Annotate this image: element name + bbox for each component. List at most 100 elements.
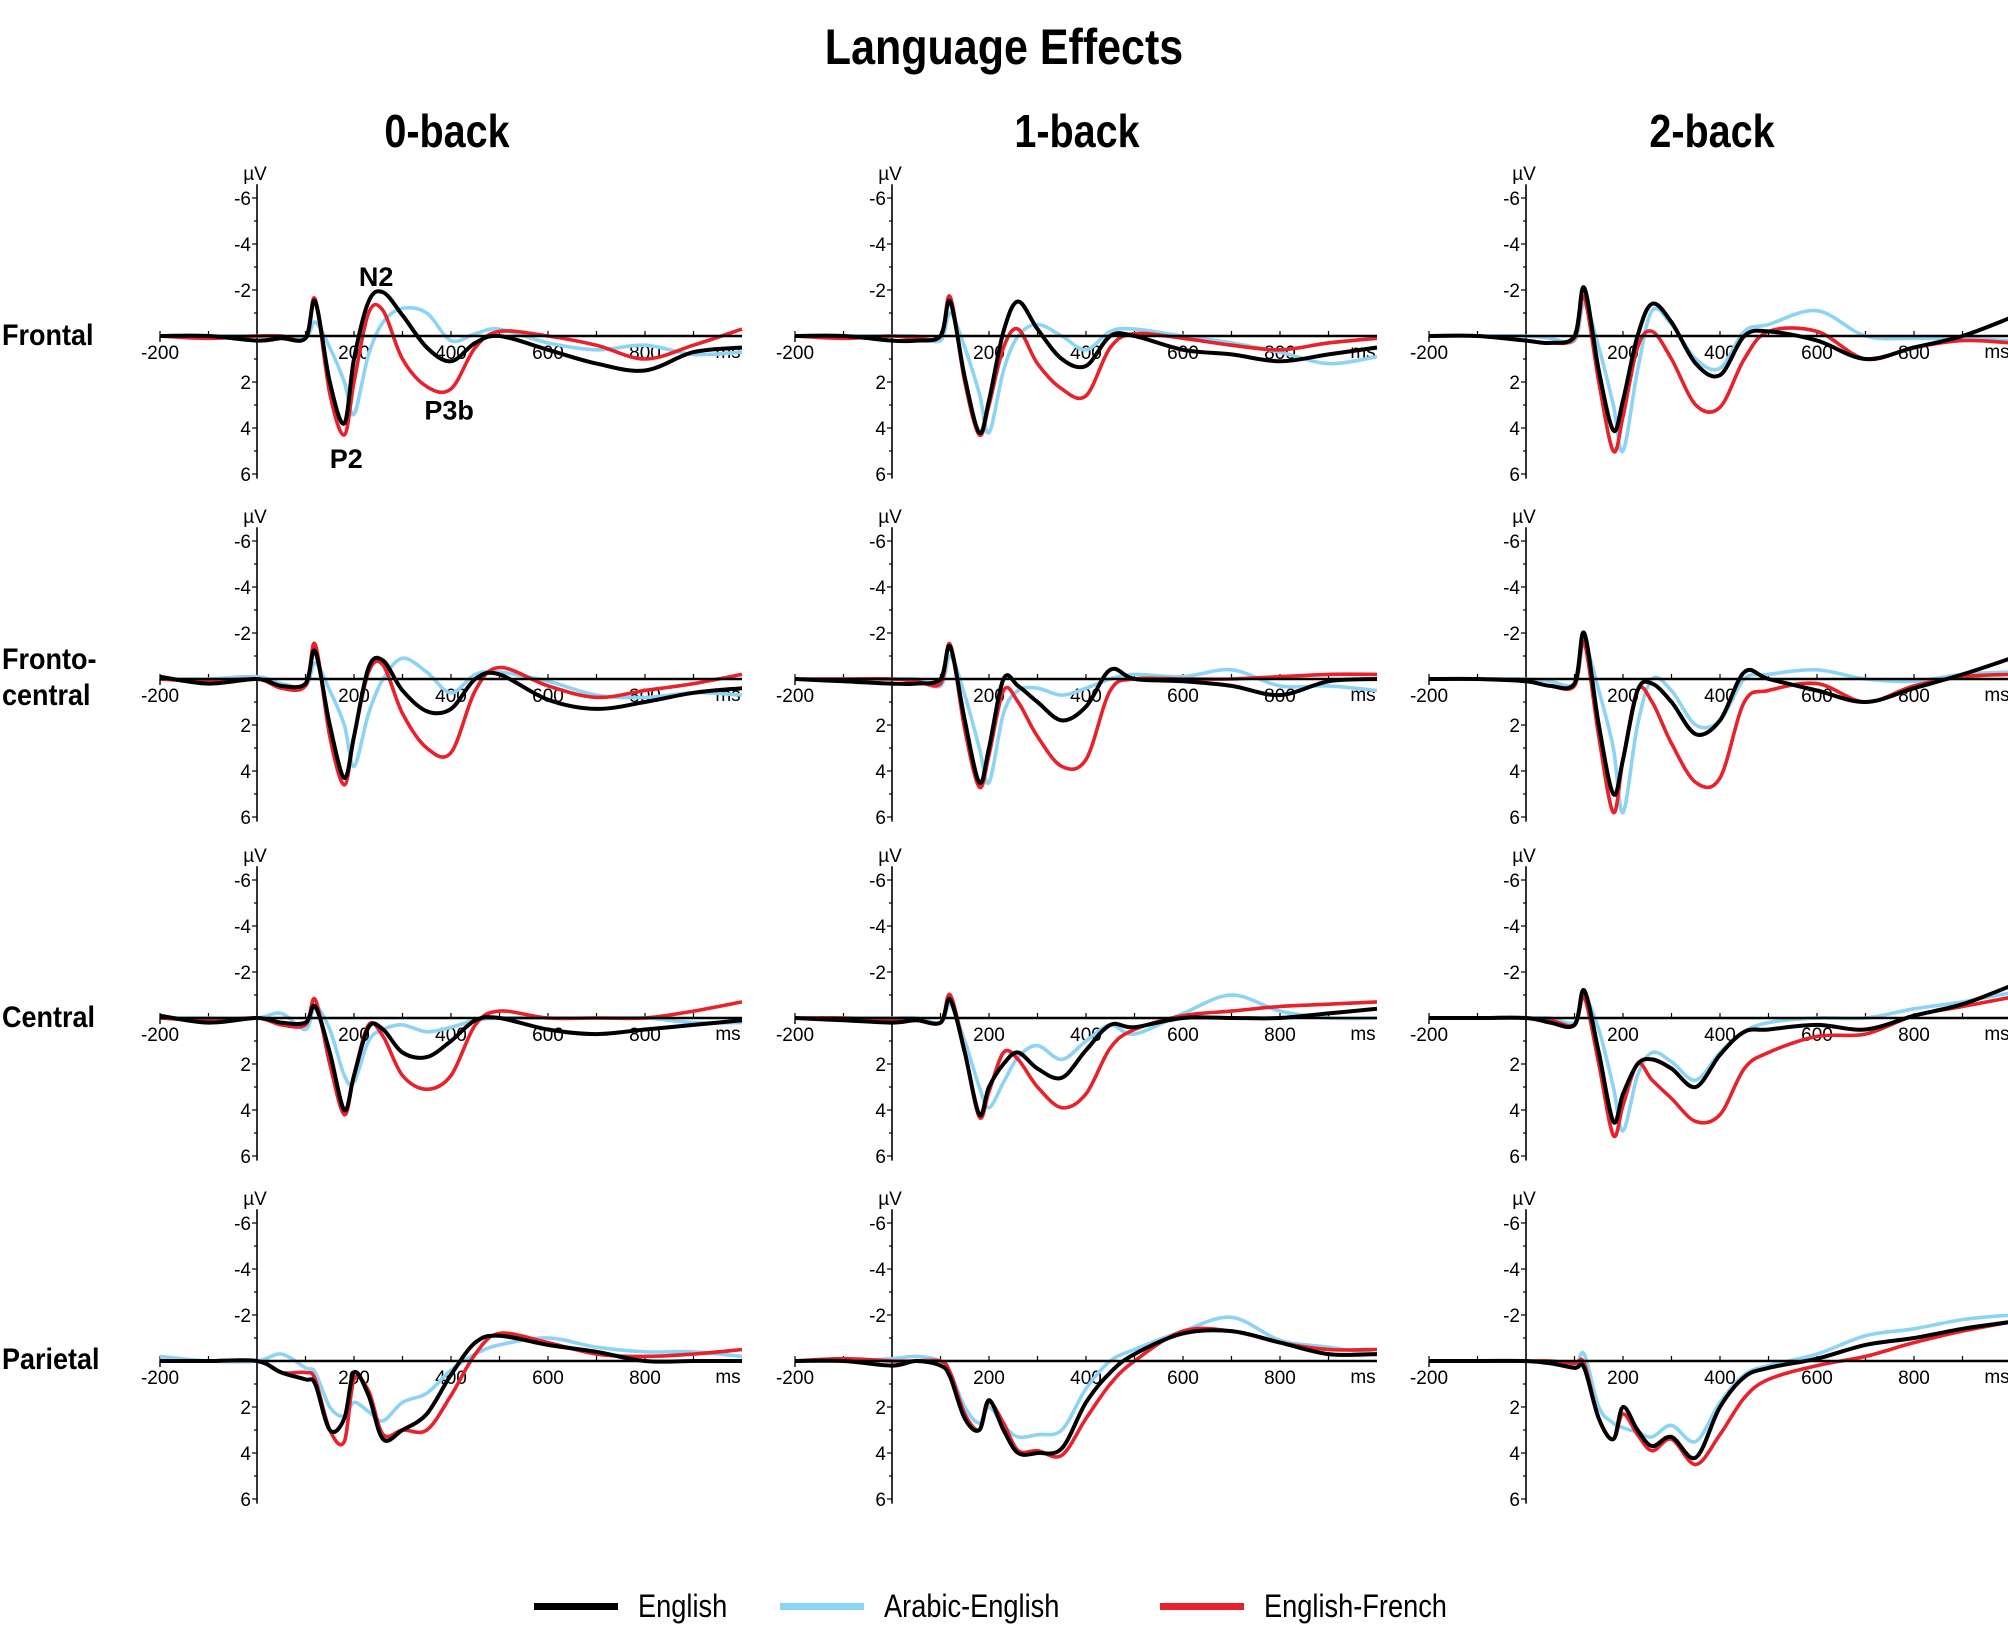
y-unit-label: µV	[1512, 846, 1536, 867]
y-tick-label: -4	[234, 578, 251, 599]
row-label-line: Parietal	[2, 1343, 100, 1376]
erp-line-english	[159, 648, 743, 780]
x-tick-label: -200	[1410, 343, 1448, 364]
y-tick-label: 6	[875, 465, 886, 486]
y-unit-label: µV	[243, 507, 267, 528]
erp-line-english-french	[794, 1326, 1378, 1459]
erp-line-english	[794, 1328, 1378, 1457]
y-tick-label: -2	[869, 624, 886, 645]
legend-swatch-english	[534, 1602, 618, 1610]
y-tick-label: -4	[869, 578, 886, 599]
y-tick-label: 2	[875, 1055, 886, 1076]
y-tick-label: -2	[234, 281, 251, 302]
x-tick-label: 200	[1607, 1368, 1639, 1389]
x-tick-label: 400	[1704, 1368, 1736, 1389]
y-unit-label: µV	[878, 846, 902, 867]
y-tick-label: -4	[234, 917, 251, 938]
y-tick-label: -6	[234, 871, 251, 892]
y-tick-label: -6	[1503, 189, 1520, 210]
x-tick-label: 800	[1898, 1368, 1930, 1389]
x-tick-label: 200	[1607, 686, 1639, 707]
y-unit-label: µV	[1512, 164, 1536, 185]
x-tick-label: -200	[141, 1368, 179, 1389]
erp-line-arabic-english	[794, 1315, 1378, 1440]
y-tick-label: -2	[234, 1306, 251, 1327]
y-tick-label: -4	[1503, 578, 1520, 599]
x-tick-label: 600	[1167, 1025, 1199, 1046]
y-tick-label: -4	[869, 1260, 886, 1281]
y-tick-label: -2	[869, 1306, 886, 1327]
row-label-line: Central	[2, 1001, 96, 1034]
y-tick-label: 4	[875, 419, 886, 440]
x-tick-label: -200	[141, 686, 179, 707]
row-label-parietal: Parietal	[2, 1342, 119, 1378]
x-tick-label: -200	[1410, 1025, 1448, 1046]
legend-label: Arabic-English	[884, 1587, 1060, 1624]
erp-line-arabic-english	[1429, 642, 2008, 815]
erp-line-english-french	[159, 641, 743, 787]
y-unit-label: µV	[1512, 1189, 1536, 1210]
y-tick-label: -6	[1503, 532, 1520, 553]
y-unit-label: µV	[243, 846, 267, 867]
row-label-fronto-central: Fronto- central	[2, 642, 119, 714]
column-title-0-back: 0-back	[384, 105, 510, 157]
x-tick-label: 800	[1898, 1025, 1930, 1046]
y-tick-label: -4	[869, 917, 886, 938]
y-unit-label: µV	[878, 1189, 902, 1210]
x-tick-label: 800	[1264, 1025, 1296, 1046]
y-tick-label: -2	[869, 281, 886, 302]
y-tick-label: 2	[875, 373, 886, 394]
y-tick-label: 4	[1509, 1101, 1520, 1122]
y-tick-label: 2	[240, 716, 251, 737]
erp-panel-parietal-1-back: -6 -4 -2 2 4 6 µV -200 200 400 600 800 ms	[776, 1189, 1376, 1511]
row-label-central: Central	[2, 1000, 119, 1036]
y-tick-label: 4	[1509, 419, 1520, 440]
legend-swatch-arabic-english	[780, 1602, 864, 1610]
y-tick-label: -2	[1503, 281, 1520, 302]
y-unit-label: µV	[243, 164, 267, 185]
erp-panel-parietal-2-back: -6 -4 -2 2 4 6 µV -200 200 400 600 800 ms	[1410, 1189, 2008, 1511]
row-label-line: Frontal	[2, 319, 94, 352]
column-title-2-back: 2-back	[1649, 105, 1775, 157]
legend-item-english: English	[534, 1586, 743, 1626]
erp-line-arabic-english	[1429, 301, 2008, 454]
y-tick-label: -6	[1503, 1214, 1520, 1235]
y-tick-label: 2	[240, 373, 251, 394]
y-tick-label: 4	[240, 1444, 251, 1465]
y-tick-label: 2	[875, 1398, 886, 1419]
x-tick-label: -200	[1410, 1368, 1448, 1389]
x-tick-label: 400	[1704, 1025, 1736, 1046]
y-unit-label: µV	[1512, 507, 1536, 528]
erp-line-english	[794, 298, 1378, 436]
y-tick-label: 4	[1509, 762, 1520, 783]
y-tick-label: -6	[869, 871, 886, 892]
y-tick-label: -2	[1503, 1306, 1520, 1327]
y-tick-label: 4	[875, 1101, 886, 1122]
y-tick-label: 6	[875, 808, 886, 829]
y-unit-label: µV	[878, 164, 902, 185]
y-tick-label: 6	[240, 1147, 251, 1168]
erp-line-english	[159, 289, 743, 426]
legend-item-arabic-english: Arabic-English	[780, 1586, 1090, 1626]
y-unit-label: µV	[243, 1189, 267, 1210]
y-tick-label: 4	[1509, 1444, 1520, 1465]
x-tick-label: -200	[776, 1025, 814, 1046]
y-tick-label: 4	[240, 419, 251, 440]
column-title-1-back: 1-back	[1014, 105, 1140, 157]
x-tick-label: -200	[776, 343, 814, 364]
x-tick-label: 600	[1167, 686, 1199, 707]
x-tick-label: -200	[1410, 686, 1448, 707]
row-label-line: Fronto-	[2, 643, 97, 676]
x-tick-label: 800	[629, 1368, 661, 1389]
y-tick-label: -2	[234, 963, 251, 984]
y-tick-label: -2	[234, 624, 251, 645]
y-tick-label: 2	[240, 1055, 251, 1076]
x-unit-label: ms	[715, 1024, 740, 1045]
row-label-line: central	[2, 679, 91, 712]
y-tick-label: -2	[869, 963, 886, 984]
y-tick-label: -4	[869, 235, 886, 256]
y-tick-label: -2	[1503, 624, 1520, 645]
